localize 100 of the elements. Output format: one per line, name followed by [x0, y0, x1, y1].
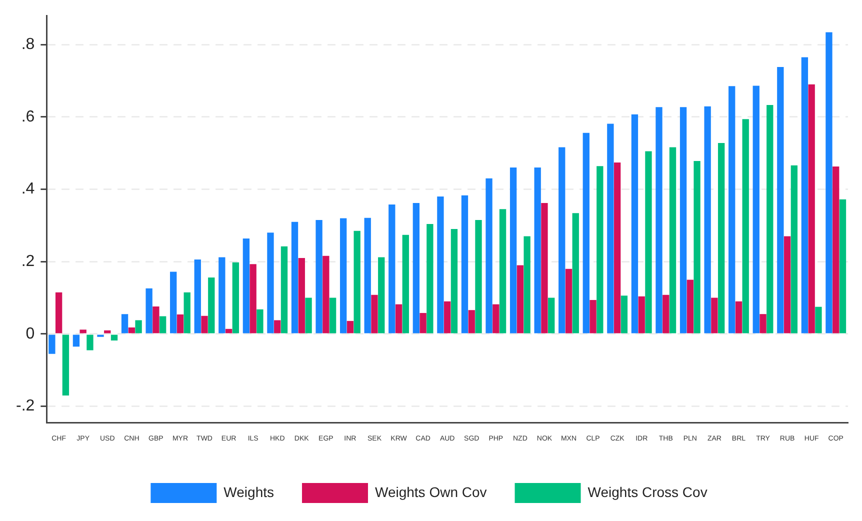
- bar: [590, 300, 596, 334]
- y-tick-label: .6: [21, 108, 35, 126]
- bar: [499, 209, 506, 334]
- bar: [784, 236, 791, 334]
- bar: [128, 327, 135, 334]
- bar: [256, 309, 264, 334]
- bar: [742, 119, 749, 334]
- bar: [645, 151, 652, 334]
- bar: [607, 124, 614, 334]
- bar: [340, 218, 347, 334]
- bar: [486, 178, 492, 334]
- bar: [242, 238, 250, 334]
- bar: [718, 142, 725, 334]
- y-tick-label: .8: [21, 36, 35, 53]
- bar: [760, 314, 766, 334]
- bar: [582, 132, 590, 334]
- bar: [510, 168, 517, 334]
- bar: [728, 86, 736, 334]
- bar: [121, 314, 128, 334]
- bar: [378, 257, 385, 334]
- bar: [492, 304, 500, 334]
- bar: [170, 272, 177, 334]
- bar: [558, 147, 566, 334]
- bar: [72, 334, 80, 347]
- bar: [656, 107, 662, 334]
- bar: [218, 257, 226, 334]
- bar: [614, 162, 621, 334]
- bar: [475, 220, 482, 334]
- bar: [437, 196, 444, 334]
- bar: [516, 265, 524, 334]
- bar: [152, 306, 160, 334]
- bar: [316, 220, 322, 334]
- legend-label: Weights Cross Cov: [588, 484, 708, 500]
- bar: [329, 298, 336, 334]
- bar: [524, 236, 530, 334]
- bar: [371, 294, 378, 334]
- bar: [638, 296, 645, 334]
- bar: [735, 301, 742, 334]
- bar: [176, 314, 184, 334]
- bar: [826, 32, 832, 334]
- bar: [354, 230, 360, 334]
- bar: [461, 195, 468, 334]
- bar: [402, 234, 409, 334]
- bar: [777, 66, 784, 334]
- bar: [62, 334, 70, 396]
- bar: [322, 256, 330, 334]
- bar: [232, 262, 240, 334]
- bar: [596, 166, 604, 334]
- bar: [711, 298, 718, 334]
- bar: [662, 294, 670, 334]
- bar: [146, 288, 152, 334]
- bar: [388, 204, 396, 334]
- bar: [620, 296, 628, 334]
- bar: [110, 334, 118, 340]
- bar: [444, 301, 451, 334]
- y-tick-label: 0: [26, 325, 35, 342]
- bar: [832, 166, 840, 334]
- bar: [250, 264, 256, 334]
- bar: [298, 258, 305, 334]
- bar: [159, 316, 166, 334]
- bar: [801, 57, 808, 334]
- bar: [548, 298, 555, 334]
- bar: [808, 84, 815, 334]
- bar: [468, 310, 475, 334]
- bar: [839, 199, 846, 334]
- bar: [631, 114, 638, 334]
- bar: [412, 203, 420, 334]
- legend-label: Weights: [224, 484, 274, 500]
- bar: [686, 280, 694, 334]
- bar: [680, 107, 687, 334]
- bar: [450, 229, 458, 334]
- bar: [48, 334, 56, 354]
- bar: [280, 246, 288, 334]
- bar: [135, 320, 142, 334]
- bar: [704, 106, 711, 334]
- bar: [669, 147, 676, 334]
- bar: [291, 222, 298, 334]
- bar: [534, 168, 541, 334]
- bar: [80, 330, 86, 334]
- bar: [395, 304, 402, 334]
- bar: [565, 268, 572, 334]
- y-tick-label: .4: [21, 180, 35, 198]
- bar: [194, 259, 201, 334]
- bar: [752, 86, 760, 334]
- bar: [55, 292, 62, 334]
- bar: [208, 278, 215, 334]
- y-tick-label: .2: [21, 253, 35, 270]
- bar: [274, 320, 281, 334]
- bar: [267, 232, 274, 334]
- bar: [790, 165, 798, 334]
- bar: [766, 104, 774, 334]
- bar: [364, 218, 371, 334]
- legend-label: Weights Own Cov: [374, 484, 487, 500]
- bar: [815, 306, 822, 334]
- bar: [541, 203, 548, 334]
- bar: [694, 161, 700, 334]
- bar: [346, 320, 354, 334]
- bar: [225, 328, 232, 334]
- bar: [201, 316, 208, 334]
- bar: [420, 312, 426, 334]
